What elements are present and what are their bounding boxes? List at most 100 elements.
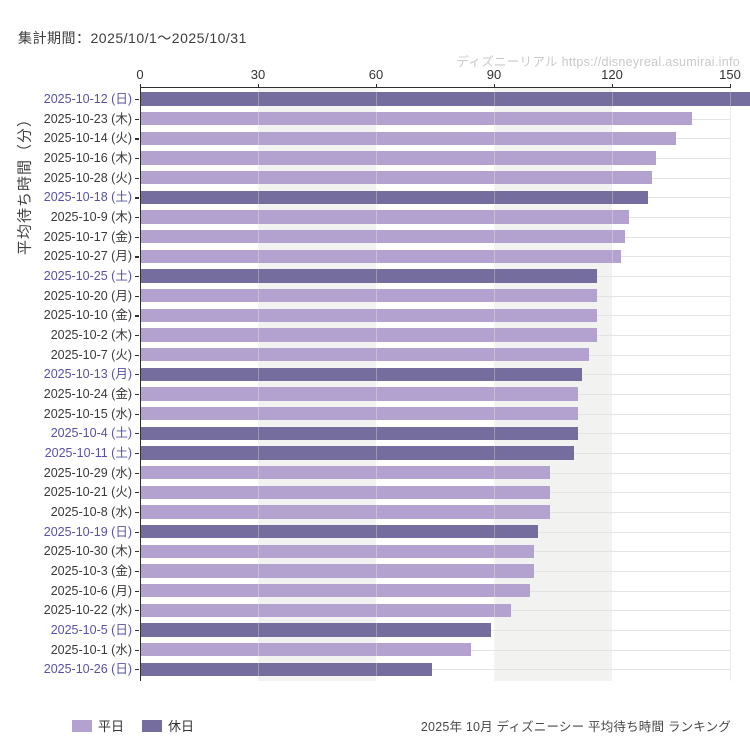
x-tick-mark [494, 84, 496, 88]
chart-caption: 2025年 10月 ディズニーシー 平均待ち時間 ランキング [420, 720, 731, 734]
y-tick-mark [135, 315, 139, 317]
bar-2025-10-5 [141, 623, 492, 637]
y-tick-mark [135, 197, 139, 199]
site-watermark: ディズニーリアル https://disneyreal.asumirai.inf… [456, 55, 740, 69]
x-tick-label: 30 [250, 67, 266, 82]
y-tick-mark [135, 256, 139, 258]
y-tick-mark [135, 570, 139, 573]
bar-2025-10-14 [141, 131, 676, 146]
y-tick-mark [135, 629, 139, 632]
y-tick-mark [135, 590, 139, 592]
bar-2025-10-24 [141, 387, 578, 401]
legend: 平日 休日 [72, 716, 194, 735]
gridline-overlay [376, 88, 377, 681]
bar-2025-10-15 [141, 406, 578, 421]
gridline-overlay [494, 88, 495, 681]
y-tick-mark [135, 472, 139, 474]
gridline-overlay [258, 88, 259, 681]
x-tick-mark [730, 84, 732, 88]
category-label: 2025-10-9 (木) [50, 209, 132, 224]
y-tick-mark [135, 374, 139, 376]
bar-2025-10-22 [141, 603, 511, 618]
category-label: 2025-10-10 (金) [43, 308, 132, 323]
bar-2025-10-3 [141, 564, 535, 578]
category-label: 2025-10-20 (月) [43, 288, 132, 303]
y-tick-mark [135, 275, 139, 278]
category-label: 2025-10-13 (月) [43, 367, 132, 382]
y-tick-mark [135, 157, 139, 160]
bar-2025-10-29 [141, 465, 551, 480]
category-label: 2025-10-7 (火) [50, 347, 132, 362]
horizontal-gridline [140, 669, 730, 671]
bar-2025-10-20 [141, 288, 598, 303]
category-label: 2025-10-27 (月) [43, 249, 132, 264]
x-tick-mark [612, 84, 614, 88]
category-label: 2025-10-21 (火) [43, 485, 132, 500]
bar-2025-10-8 [141, 505, 551, 519]
y-tick-mark [135, 295, 139, 297]
gridline-overlay [730, 88, 731, 681]
y-tick-mark [135, 492, 139, 494]
legend-item-weekday: 平日 [72, 716, 124, 735]
bar-2025-10-16 [141, 151, 657, 165]
x-tick-label: 90 [486, 67, 502, 82]
bar-2025-10-28 [141, 170, 653, 185]
bar-2025-10-7 [141, 347, 590, 362]
category-label: 2025-10-3 (金) [50, 563, 132, 578]
category-label: 2025-10-17 (金) [43, 229, 132, 244]
legend-label-holiday: 休日 [168, 719, 195, 734]
bar-2025-10-25 [141, 269, 598, 283]
bar-2025-10-27 [141, 249, 621, 264]
bar-2025-10-10 [141, 308, 598, 323]
left-axis-line [140, 88, 142, 681]
y-tick-mark [135, 551, 139, 553]
y-tick-mark [135, 649, 139, 651]
category-label: 2025-10-19 (日) [43, 524, 132, 539]
category-label: 2025-10-16 (木) [43, 150, 132, 165]
category-label: 2025-10-25 (土) [43, 268, 132, 283]
y-tick-mark [135, 413, 139, 415]
weekday-color-swatch [72, 719, 92, 732]
x-tick-label: 0 [136, 67, 144, 82]
x-tick-label: 150 [719, 67, 741, 82]
y-tick-mark [135, 138, 139, 140]
bar-2025-10-21 [141, 485, 551, 500]
bar-2025-10-9 [141, 210, 629, 224]
y-tick-mark [135, 511, 139, 514]
y-tick-mark [135, 118, 139, 120]
category-label: 2025-10-23 (木) [43, 111, 132, 126]
bar-2025-10-4 [141, 426, 578, 441]
y-tick-mark [135, 452, 139, 455]
bar-2025-10-2 [141, 328, 598, 342]
gridline-overlay [612, 88, 613, 681]
y-tick-mark [135, 669, 139, 671]
category-label: 2025-10-22 (水) [43, 603, 132, 618]
bar-2025-10-17 [141, 229, 625, 244]
x-tick-mark [140, 84, 142, 88]
report-period-label: 集計期間：2025/10/1～2025/10/31 [18, 30, 247, 46]
bar-2025-10-30 [141, 544, 535, 559]
y-tick-mark [135, 334, 139, 337]
y-tick-mark [135, 216, 139, 219]
legend-item-holiday: 休日 [142, 716, 194, 735]
y-axis-title: 平均待ち時間（分） [16, 110, 34, 256]
bar-2025-10-13 [141, 367, 582, 382]
y-tick-mark [135, 531, 139, 533]
top-axis-line [140, 87, 731, 89]
bar-2025-10-19 [141, 524, 539, 539]
bar-2025-10-6 [141, 583, 531, 598]
category-label: 2025-10-26 (日) [43, 662, 132, 677]
background-stripe [258, 88, 376, 681]
category-label: 2025-10-12 (日) [43, 91, 132, 106]
x-tick-mark [258, 84, 260, 88]
category-label: 2025-10-14 (火) [43, 131, 132, 146]
legend-label-weekday: 平日 [98, 719, 125, 734]
bar-2025-10-11 [141, 446, 574, 460]
bar-2025-10-1 [141, 642, 472, 657]
bar-2025-10-18 [141, 190, 649, 205]
y-tick-mark [135, 99, 139, 101]
y-tick-mark [135, 236, 139, 238]
category-label: 2025-10-4 (土) [50, 426, 132, 441]
plot-area: 0 30 60 90 120 150 [136, 67, 750, 681]
